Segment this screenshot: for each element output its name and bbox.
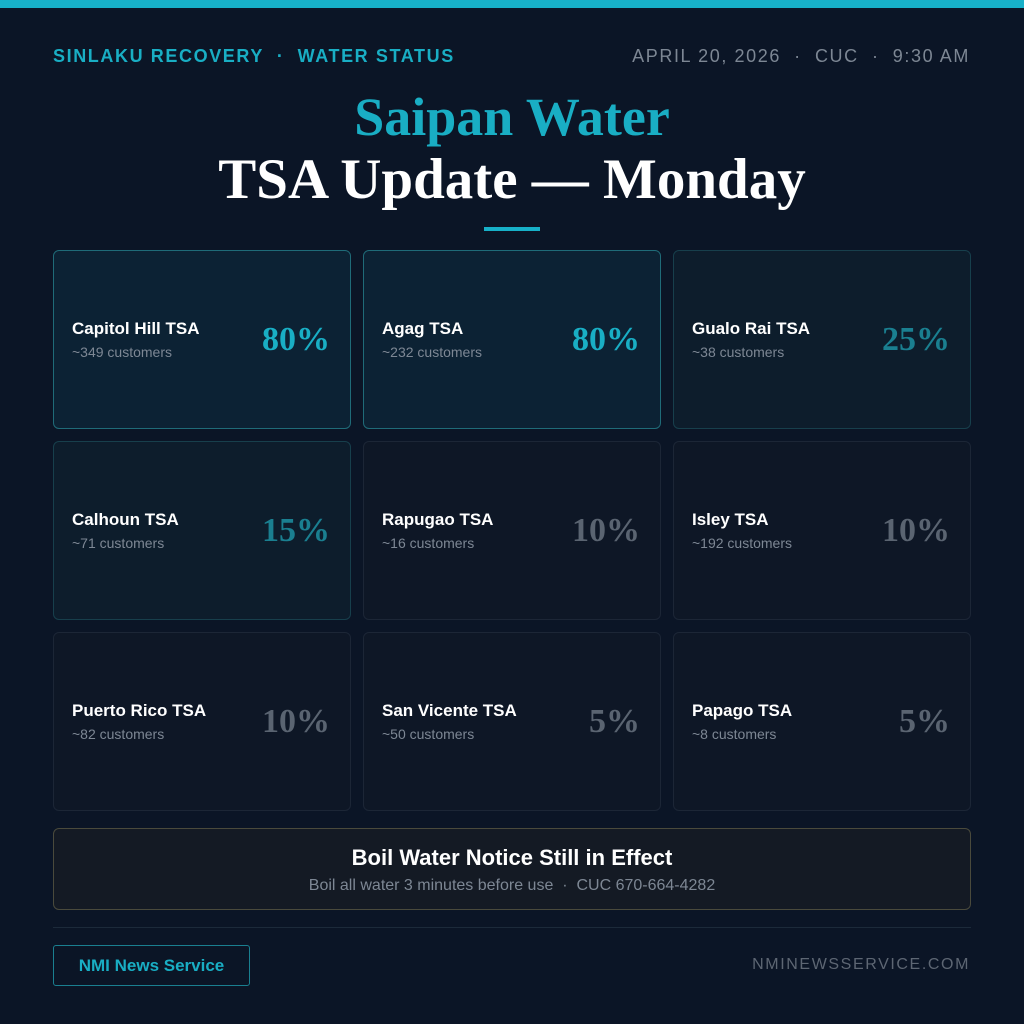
tsa-card: Gualo Rai TSA ~38 customers 25% [673, 250, 971, 429]
tsa-customers: ~192 customers [692, 535, 792, 551]
tsa-name: Agag TSA [382, 319, 464, 338]
tsa-percent: 25% [882, 321, 950, 358]
tsa-name: Isley TSA [692, 510, 769, 529]
title: Saipan Water [354, 87, 670, 147]
tsa-customers: ~71 customers [72, 535, 165, 551]
tsa-card: Rapugao TSA ~16 customers 10% [363, 441, 661, 620]
card-grid: Capitol Hill TSA ~349 customers 80% Agag TS… [53, 250, 971, 811]
tsa-name: Puerto Rico TSA [72, 701, 207, 720]
tsa-percent: 10% [572, 512, 640, 549]
tsa-customers: ~349 customers [72, 344, 172, 360]
tsa-name: Capitol Hill TSA [72, 319, 200, 338]
source-button[interactable]: NMI News Service [53, 945, 250, 986]
tsa-name: San Vicente TSA [382, 701, 517, 720]
tsa-customers: ~232 customers [382, 344, 482, 360]
divider-line [53, 927, 971, 928]
subtitle: TSA Update — Monday [218, 148, 806, 211]
divider [484, 227, 540, 231]
dateline: APRIL 20, 2026 · CUC · 9:30 AM [632, 46, 970, 66]
tsa-card: Agag TSA ~232 customers 80% [363, 250, 661, 429]
tsa-percent: 5% [589, 703, 640, 740]
notice-text: Boil all water 3 minutes before use · CU… [308, 877, 716, 894]
site-url: NMINEWSSERVICE.COM [752, 956, 970, 973]
tsa-customers: ~8 customers [692, 726, 777, 742]
tsa-card: Isley TSA ~192 customers 10% [673, 441, 971, 620]
tsa-customers: ~16 customers [382, 535, 475, 551]
tsa-name: Calhoun TSA [72, 510, 179, 529]
tsa-customers: ~38 customers [692, 344, 785, 360]
tsa-percent: 80% [572, 321, 640, 358]
tsa-customers: ~50 customers [382, 726, 475, 742]
tsa-name: Gualo Rai TSA [692, 319, 811, 338]
tsa-percent: 10% [882, 512, 950, 549]
tsa-percent: 15% [262, 512, 330, 549]
tsa-name: Papago TSA [692, 701, 793, 720]
tsa-card: Puerto Rico TSA ~82 customers 10% [53, 632, 351, 811]
notice: Boil Water Notice Still in Effect Boil a… [53, 828, 971, 910]
tsa-card: San Vicente TSA ~50 customers 5% [363, 632, 661, 811]
tsa-percent: 5% [899, 703, 950, 740]
tsa-card: Calhoun TSA ~71 customers 15% [53, 441, 351, 620]
tsa-customers: ~82 customers [72, 726, 165, 742]
tsa-percent: 80% [262, 321, 330, 358]
tsa-card: Capitol Hill TSA ~349 customers 80% [53, 250, 351, 429]
top-bar [0, 0, 1024, 8]
tsa-card: Papago TSA ~8 customers 5% [673, 632, 971, 811]
tsa-percent: 10% [262, 703, 330, 740]
tsa-name: Rapugao TSA [382, 510, 494, 529]
notice-title: Boil Water Notice Still in Effect [351, 845, 673, 870]
kicker: SINLAKU RECOVERY · WATER STATUS [53, 46, 455, 66]
